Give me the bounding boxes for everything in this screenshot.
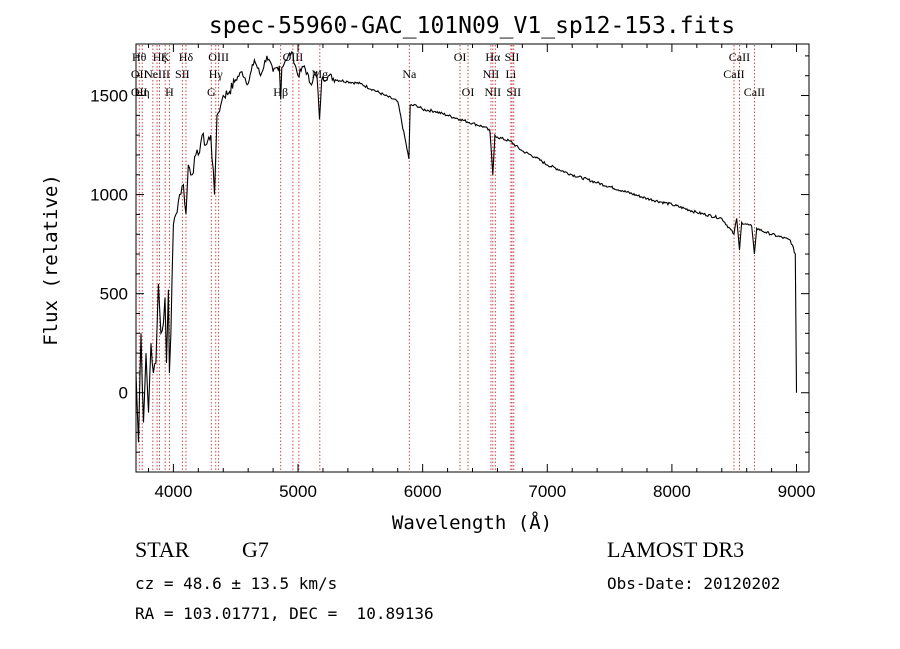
chart-title: spec-55960-GAC_101N09_V1_sp12-153.fits <box>209 13 735 39</box>
line-marker-label: OI <box>454 50 467 64</box>
ra-dec: RA = 103.01771, DEC = 10.89136 <box>135 604 434 623</box>
x-tick-label: 7000 <box>528 482 566 501</box>
x-tick-label: 9000 <box>778 482 816 501</box>
line-marker-label: SII <box>505 50 520 64</box>
line-marker-label: CaII <box>744 85 765 99</box>
line-markers <box>138 45 755 471</box>
line-marker-label: NII <box>484 85 501 99</box>
redshift-cz: cz = 48.6 ± 13.5 km/s <box>135 574 338 593</box>
line-marker-label: NeIII <box>144 67 170 81</box>
y-tick-label: 1000 <box>90 186 128 205</box>
line-marker-label: OIII <box>208 50 229 64</box>
line-marker-label: OI <box>462 85 475 99</box>
line-marker-label: Hγ <box>209 67 224 81</box>
y-tick-label: 0 <box>119 384 128 403</box>
obs-date: Obs-Date: 20120202 <box>607 574 781 593</box>
line-marker-label: Li <box>506 67 517 81</box>
line-marker-label: Na <box>402 67 417 81</box>
line-marker-label: H <box>165 85 174 99</box>
object-subclass: G7 <box>242 537 269 562</box>
plot-frame <box>135 43 810 473</box>
line-marker-label: CaII <box>729 50 750 64</box>
y-ticks: 0 500 1000 1500 <box>90 55 809 453</box>
y-tick-label: 500 <box>100 285 128 304</box>
line-marker-label: K <box>161 50 170 64</box>
flux-line <box>135 50 798 443</box>
x-tick-label: 6000 <box>404 482 442 501</box>
line-marker-label: Hδ <box>179 50 194 64</box>
line-marker-label: Hζ <box>153 50 167 64</box>
line-marker-label: SII <box>506 85 521 99</box>
y-axis-label: Flux (relative) <box>40 174 62 346</box>
line-marker-label: Hα <box>485 50 501 64</box>
line-marker-label: OII <box>131 67 148 81</box>
line-marker-label: Hη <box>135 85 150 99</box>
x-tick-label: 4000 <box>154 482 192 501</box>
x-tick-label: 5000 <box>279 482 317 501</box>
line-marker-label: NII <box>483 67 500 81</box>
object-class: STAR <box>135 537 190 562</box>
line-marker-label: SII <box>175 67 190 81</box>
line-marker-label: G <box>207 85 216 99</box>
line-marker-label: Hθ <box>132 50 147 64</box>
y-tick-label: 1500 <box>90 87 128 106</box>
x-tick-label: 8000 <box>653 482 691 501</box>
x-axis-label: Wavelength (Å) <box>392 511 552 534</box>
x-ticks: 4000 5000 6000 7000 8000 9000 <box>147 44 816 501</box>
line-marker-label: CaII <box>723 67 744 81</box>
survey-name: LAMOST DR3 <box>607 537 745 562</box>
line-marker-label: Mg <box>311 67 328 81</box>
